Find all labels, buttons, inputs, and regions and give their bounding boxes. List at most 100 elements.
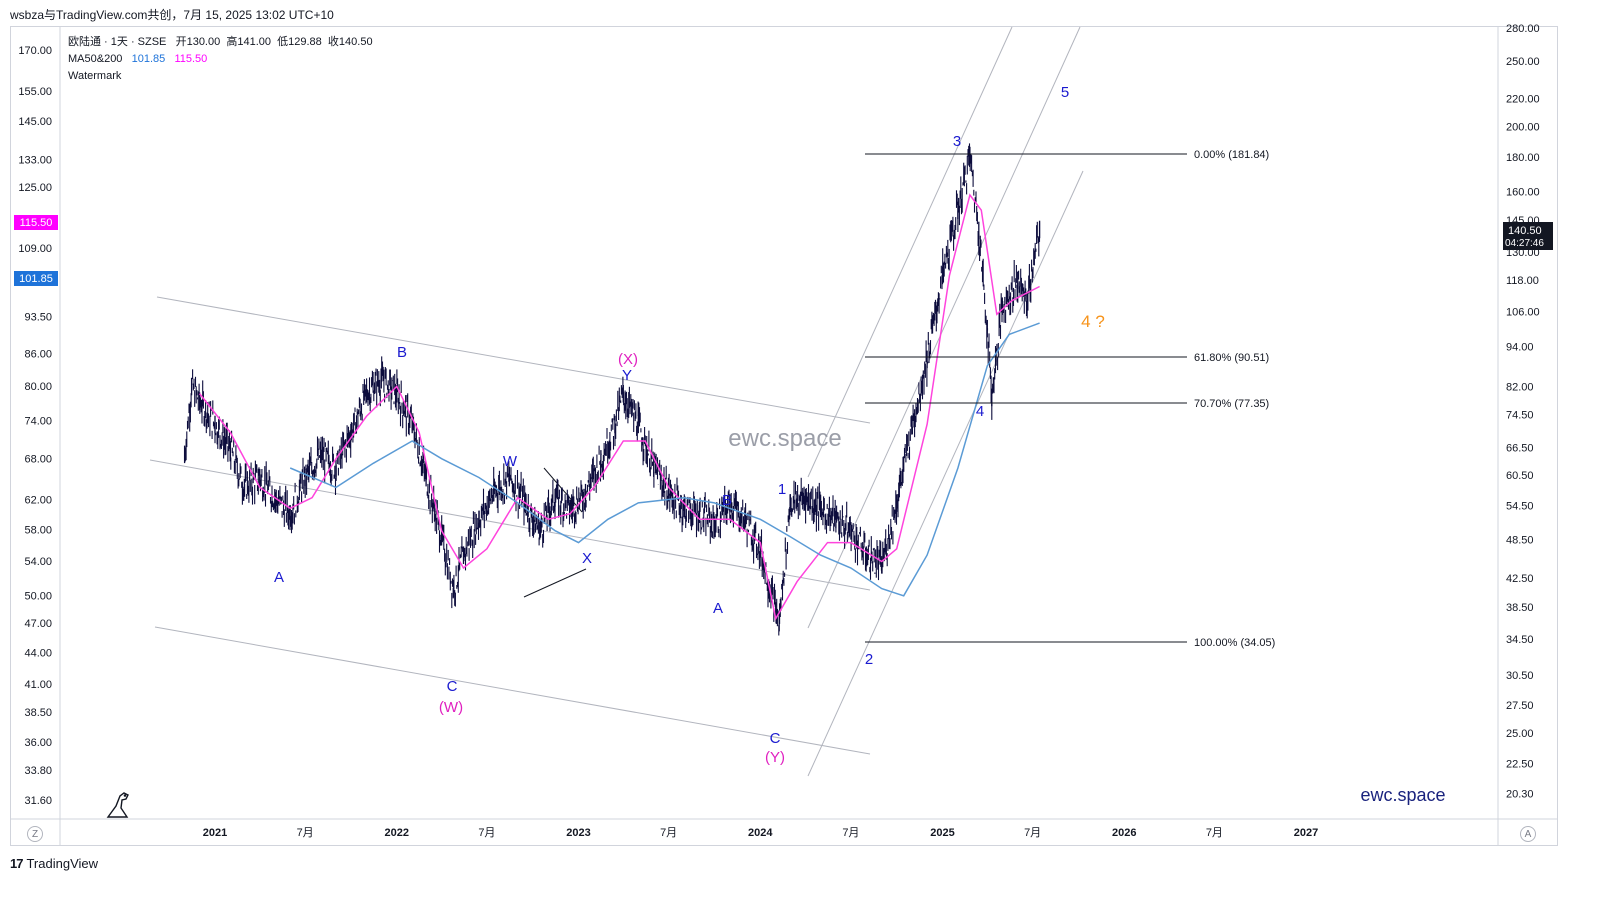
left-axis-tick: 50.00 bbox=[24, 590, 52, 602]
fib-label-618: 61.80% (90.51) bbox=[1194, 352, 1269, 364]
brand-text: ewc.space bbox=[1360, 785, 1445, 805]
wave-label-3: 3 bbox=[953, 133, 961, 150]
left-axis-tick: 38.50 bbox=[24, 707, 52, 719]
right-axis-tick: 22.50 bbox=[1506, 759, 1534, 771]
ascending-mid-line[interactable] bbox=[807, 26, 1081, 629]
right-axis-tick: 25.00 bbox=[1506, 728, 1534, 740]
legend-watermark-row[interactable]: Watermark bbox=[68, 70, 122, 82]
left-axis-tick: 62.00 bbox=[24, 495, 52, 507]
wave-label-x: X bbox=[582, 550, 592, 567]
right-axis-tick: 280.00 bbox=[1506, 23, 1540, 35]
time-axis-tick: 2024 bbox=[748, 827, 773, 839]
right-axis-tick: 30.50 bbox=[1506, 670, 1534, 682]
time-axis-tick: 7月 bbox=[660, 827, 677, 839]
wave-label-y-paren: (Y) bbox=[765, 749, 785, 766]
left-axis-tick: 86.00 bbox=[24, 349, 52, 361]
legend-low-label: 低 bbox=[277, 36, 289, 48]
wave-label-y: Y bbox=[622, 367, 632, 384]
badge-ma-pink bbox=[14, 215, 58, 230]
left-axis-tick: 133.00 bbox=[18, 154, 52, 166]
right-axis-tick: 118.00 bbox=[1506, 275, 1539, 287]
left-axis-tick: 31.60 bbox=[24, 795, 52, 807]
right-price-axis[interactable]: 280.00250.00220.00200.00180.00160.00145.… bbox=[1506, 23, 1540, 801]
right-axis-tick: 38.50 bbox=[1506, 602, 1534, 614]
left-axis-tick: 93.50 bbox=[24, 311, 52, 323]
wave-label-w-paren: (W) bbox=[439, 699, 463, 716]
wave-label-c2: C bbox=[770, 730, 781, 747]
left-axis-tick: 80.00 bbox=[24, 381, 52, 393]
right-axis-tick: 60.50 bbox=[1506, 470, 1534, 482]
legend-ma-row[interactable]: MA50&200 101.85 115.50 bbox=[68, 51, 373, 68]
legend-symbol-row[interactable]: 欧陆通 · 1天 · SZSE 开130.00 高141.00 低129.88 … bbox=[68, 34, 373, 51]
ma200-line bbox=[289, 322, 1040, 597]
wave-label-w: W bbox=[503, 453, 518, 470]
triangle-upper-line[interactable] bbox=[543, 467, 583, 513]
ma50-line bbox=[199, 193, 1040, 621]
legend-high-label: 高 bbox=[226, 36, 238, 48]
log-scale-button-left[interactable]: Z bbox=[27, 826, 43, 842]
last-price-bg bbox=[1503, 222, 1553, 250]
left-axis-tick: 125.00 bbox=[18, 182, 52, 194]
time-axis-tick: 7月 bbox=[842, 827, 859, 839]
dinosaur-icon[interactable] bbox=[106, 792, 129, 818]
right-axis-tick: 160.00 bbox=[1506, 186, 1540, 198]
legend[interactable]: 欧陆通 · 1天 · SZSE 开130.00 高141.00 低129.88 … bbox=[68, 34, 373, 85]
triangle-lines[interactable] bbox=[523, 467, 587, 598]
badge-ma-blue-text: 101.85 bbox=[19, 273, 53, 285]
center-watermark: ewc.space bbox=[728, 425, 841, 452]
tradingview-logo-icon[interactable]: 17 bbox=[10, 856, 24, 871]
ascending-lower-line[interactable] bbox=[807, 170, 1084, 777]
time-axis-tick: 2025 bbox=[930, 827, 954, 839]
wave-label-2: 2 bbox=[865, 651, 873, 668]
time-axis-tick: 7月 bbox=[297, 827, 314, 839]
time-axis-tick: 2022 bbox=[385, 827, 409, 839]
time-axis-tick: 2021 bbox=[203, 827, 227, 839]
last-price-badge: 140.50 04:27:46 bbox=[1503, 222, 1553, 250]
right-axis-tick: 94.00 bbox=[1506, 342, 1534, 354]
legend-close: 140.50 bbox=[338, 36, 373, 48]
legend-ma-label: MA50&200 bbox=[68, 53, 123, 65]
descending-channel[interactable] bbox=[149, 296, 871, 755]
right-axis-tick: 200.00 bbox=[1506, 121, 1540, 133]
triangle-lower-line[interactable] bbox=[523, 568, 587, 598]
chart-frame bbox=[10, 26, 1558, 846]
time-axis-tick: 7月 bbox=[1024, 827, 1041, 839]
channel-upper-line[interactable] bbox=[156, 296, 871, 424]
wave-label-a2: A bbox=[713, 600, 723, 617]
time-axis-tick: 7月 bbox=[478, 827, 495, 839]
footer: 17 TradingView bbox=[10, 856, 98, 871]
time-axis[interactable]: 2021 7月 2022 7月 2023 7月 2024 7月 2025 7月 2026 7月 2027 bbox=[203, 827, 1318, 839]
wave-label-1: 1 bbox=[778, 481, 786, 498]
left-axis-tick: 170.00 bbox=[18, 45, 52, 57]
left-axis-tick: 44.00 bbox=[24, 647, 52, 659]
fibonacci-retracement[interactable] bbox=[865, 153, 1187, 643]
ascending-channel[interactable] bbox=[807, 26, 1084, 777]
channel-lower-line[interactable] bbox=[154, 626, 871, 755]
legend-open-label: 开 bbox=[175, 36, 187, 48]
wave-label-x-paren: (X) bbox=[618, 351, 638, 368]
countdown-text: 04:27:46 bbox=[1505, 238, 1544, 249]
last-price-text: 140.50 bbox=[1508, 225, 1542, 237]
left-axis-tick: 68.00 bbox=[24, 453, 52, 465]
left-axis-tick: 145.00 bbox=[18, 116, 52, 128]
right-axis-tick: 74.50 bbox=[1506, 409, 1534, 421]
fib-label-0: 0.00% (181.84) bbox=[1194, 149, 1269, 161]
left-price-axis[interactable]: 170.00 155.00 145.00 133.00 125.00 109.00 93.5… bbox=[18, 45, 52, 807]
right-axis-tick: 180.00 bbox=[1506, 152, 1540, 164]
right-axis-tick: 48.50 bbox=[1506, 535, 1534, 547]
left-axis-tick: 58.00 bbox=[24, 524, 52, 536]
left-axis-tick: 41.00 bbox=[24, 679, 52, 691]
wave-label-b1: B bbox=[397, 344, 407, 361]
legend-ma50-value: 101.85 bbox=[131, 53, 166, 65]
auto-scale-button-right[interactable]: A bbox=[1520, 826, 1536, 842]
right-axis-tick: 106.00 bbox=[1506, 306, 1540, 318]
left-axis-tick: 109.00 bbox=[18, 243, 52, 255]
badge-ma-blue bbox=[14, 271, 58, 286]
right-axis-tick: 250.00 bbox=[1506, 56, 1540, 68]
legend-ma200-value: 115.50 bbox=[174, 53, 208, 65]
time-axis-tick: 2027 bbox=[1294, 827, 1318, 839]
ascending-upper-line[interactable] bbox=[807, 26, 1013, 478]
tradingview-brand[interactable]: TradingView bbox=[26, 856, 99, 871]
right-axis-tick: 82.00 bbox=[1506, 381, 1534, 393]
